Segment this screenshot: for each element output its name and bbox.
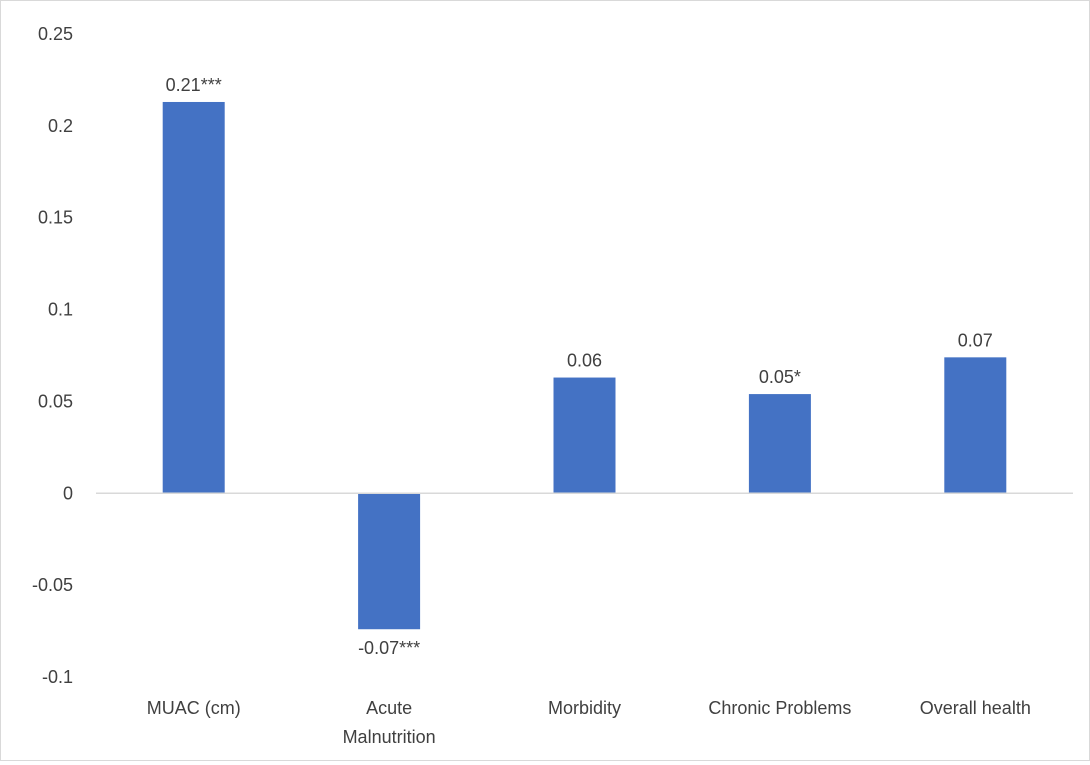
category-label: Overall health	[920, 698, 1031, 718]
category-label: Chronic Problems	[708, 698, 851, 718]
bar	[553, 377, 616, 494]
data-label: 0.05*	[759, 367, 801, 387]
y-tick-label: 0.05	[38, 391, 73, 411]
category-label: Malnutrition	[343, 727, 436, 747]
bar	[162, 101, 225, 494]
data-label: 0.07	[958, 330, 993, 350]
y-tick-label: 0.2	[48, 116, 73, 136]
category-labels: MUAC (cm) Acute Malnutrition Morbidity Chron…	[147, 698, 1031, 747]
bar	[358, 493, 421, 630]
bars	[162, 101, 1007, 630]
y-tick-label: -0.05	[32, 575, 73, 595]
category-label: MUAC (cm)	[147, 698, 241, 718]
y-tick-label: 0.25	[38, 24, 73, 44]
category-label: Morbidity	[548, 698, 621, 718]
bar	[748, 394, 811, 494]
y-tick-label: -0.1	[42, 667, 73, 687]
data-labels: 0.21*** -0.07*** 0.06 0.05* 0.07	[166, 75, 993, 658]
y-axis-ticks: 0.25 0.2 0.15 0.1 0.05 0 -0.05 -0.1	[32, 24, 73, 687]
data-label: -0.07***	[358, 638, 420, 658]
data-label: 0.06	[567, 351, 602, 371]
y-tick-label: 0	[63, 483, 73, 503]
bar	[944, 357, 1007, 494]
category-label: Acute	[366, 698, 412, 718]
data-label: 0.21***	[166, 75, 222, 95]
y-tick-label: 0.1	[48, 300, 73, 320]
y-tick-label: 0.15	[38, 208, 73, 228]
